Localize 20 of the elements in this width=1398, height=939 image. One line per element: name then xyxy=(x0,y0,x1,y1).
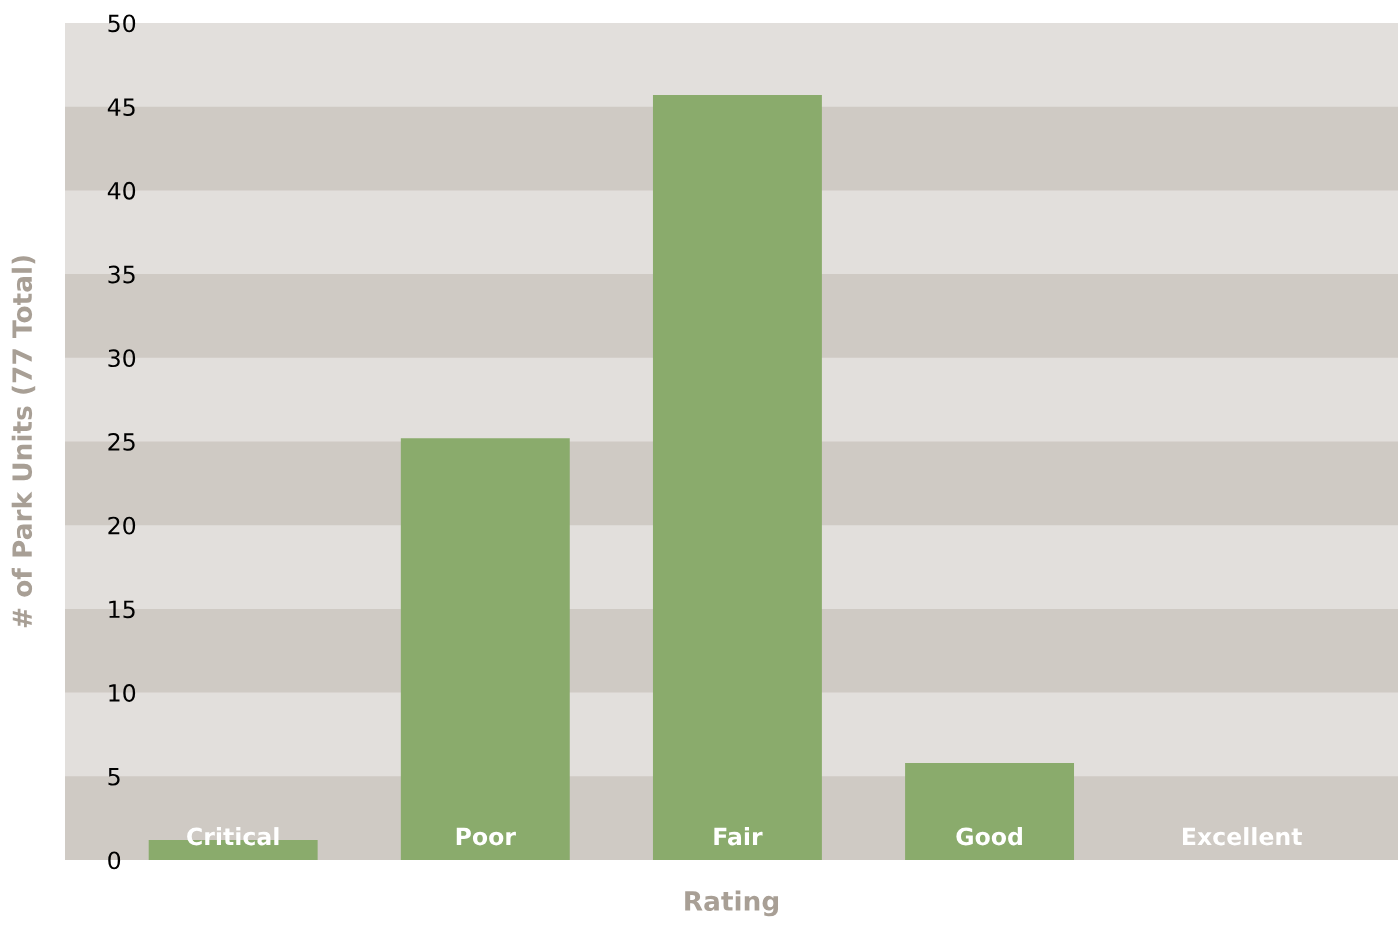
y-tick-label: 45 xyxy=(107,98,135,117)
y-tick-label: 25 xyxy=(108,432,135,451)
x-tick-label: Excellent xyxy=(1183,827,1302,846)
y-tick-label: 5 xyxy=(108,768,120,786)
y-tick-label: 50 xyxy=(108,14,136,33)
bar xyxy=(400,438,570,860)
y-tick-label: 15 xyxy=(109,600,135,619)
y-tick-label: 0 xyxy=(108,851,121,870)
x-tick-label: Good xyxy=(956,827,1022,846)
y-tick-label: 35 xyxy=(108,265,135,284)
y-tick-label: 40 xyxy=(107,181,136,200)
x-tick-label: Fair xyxy=(714,827,763,846)
y-tick-label: 20 xyxy=(108,516,136,535)
y-tick-label: 10 xyxy=(109,684,136,702)
y-axis-title: # of Park Units (77 Total) xyxy=(11,256,36,628)
y-tick-label: 30 xyxy=(108,349,136,368)
x-tick-label: Poor xyxy=(456,827,516,846)
bar xyxy=(905,762,1075,860)
bar xyxy=(652,94,822,860)
x-axis-title: Rating xyxy=(685,890,779,917)
